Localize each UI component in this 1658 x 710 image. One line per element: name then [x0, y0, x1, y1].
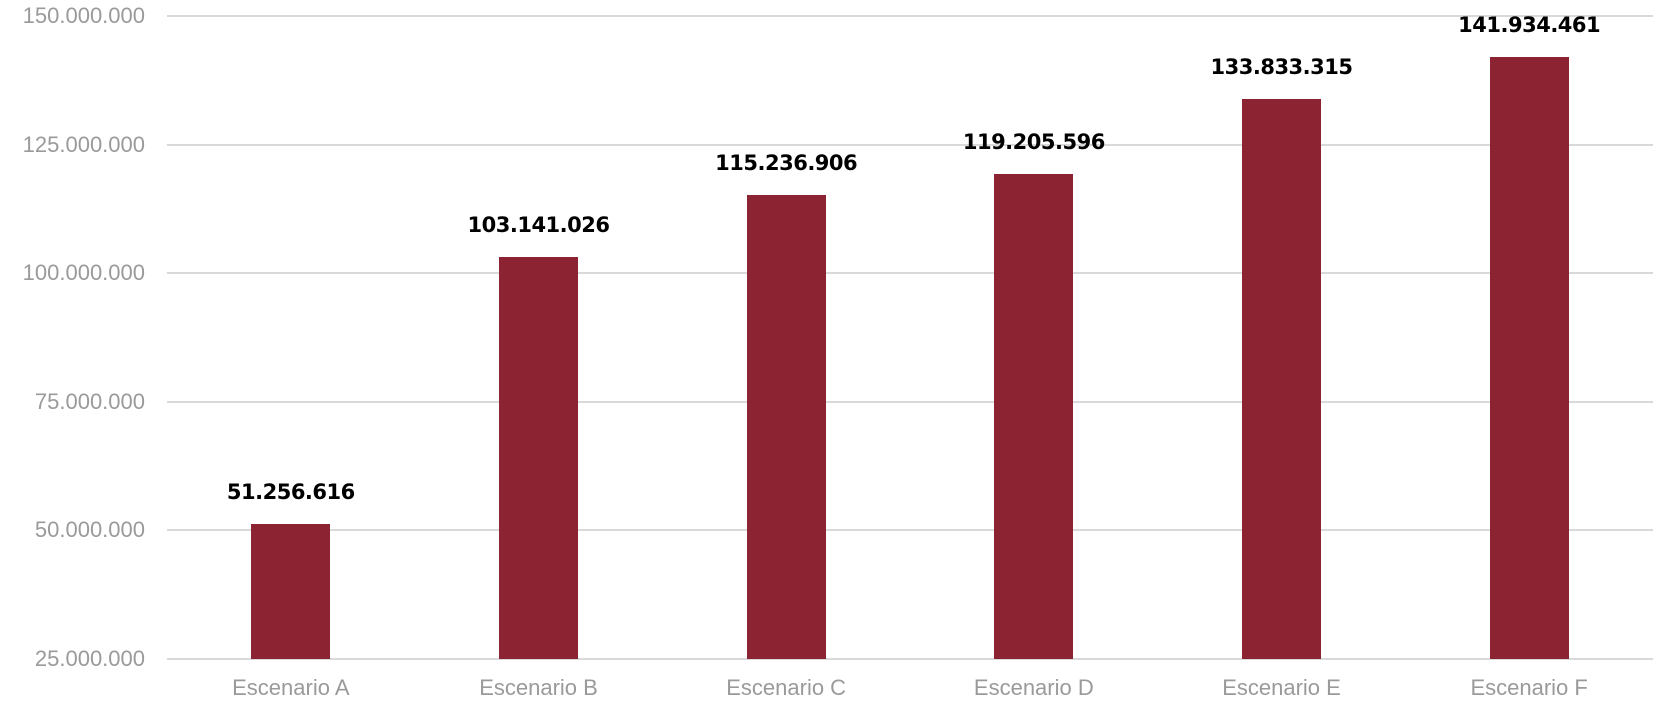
data-label: 51.256.616: [226, 479, 355, 504]
y-tick-label: 75.000.000: [34, 388, 145, 414]
data-label: 119.205.596: [962, 130, 1105, 155]
bar-escenario-d: [994, 174, 1074, 659]
x-tick-label: Escenario B: [479, 675, 598, 700]
data-label: 103.141.026: [467, 213, 610, 238]
data-label: 115.236.906: [715, 150, 858, 175]
y-tick-label: 150.000.000: [22, 3, 145, 28]
gridline: [167, 15, 1653, 17]
y-tick-label: 125.000.000: [22, 131, 145, 157]
x-tick-label: Escenario F: [1470, 675, 1588, 700]
x-tick-label: Escenario A: [232, 675, 350, 700]
data-label: 141.934.461: [1458, 13, 1601, 38]
bar-escenario-a: [251, 523, 331, 659]
gridline: [167, 658, 1653, 660]
bar-escenario-c: [746, 194, 826, 659]
gridline: [167, 272, 1653, 275]
x-tick-label: Escenario D: [973, 675, 1094, 700]
data-label: 133.833.315: [1210, 55, 1353, 80]
y-tick-label: 50.000.000: [34, 517, 145, 543]
bar-escenario-f: [1489, 57, 1569, 659]
bar-escenario-b: [499, 257, 578, 659]
x-tick-label: Escenario C: [726, 675, 847, 700]
gridline: [167, 400, 1653, 403]
gridline: [167, 529, 1653, 532]
bar-escenario-e: [1242, 99, 1321, 659]
y-tick-label: 25.000.000: [34, 646, 145, 671]
x-tick-label: Escenario E: [1222, 675, 1341, 700]
gridline: [167, 143, 1653, 146]
y-tick-label: 100.000.000: [22, 260, 145, 286]
